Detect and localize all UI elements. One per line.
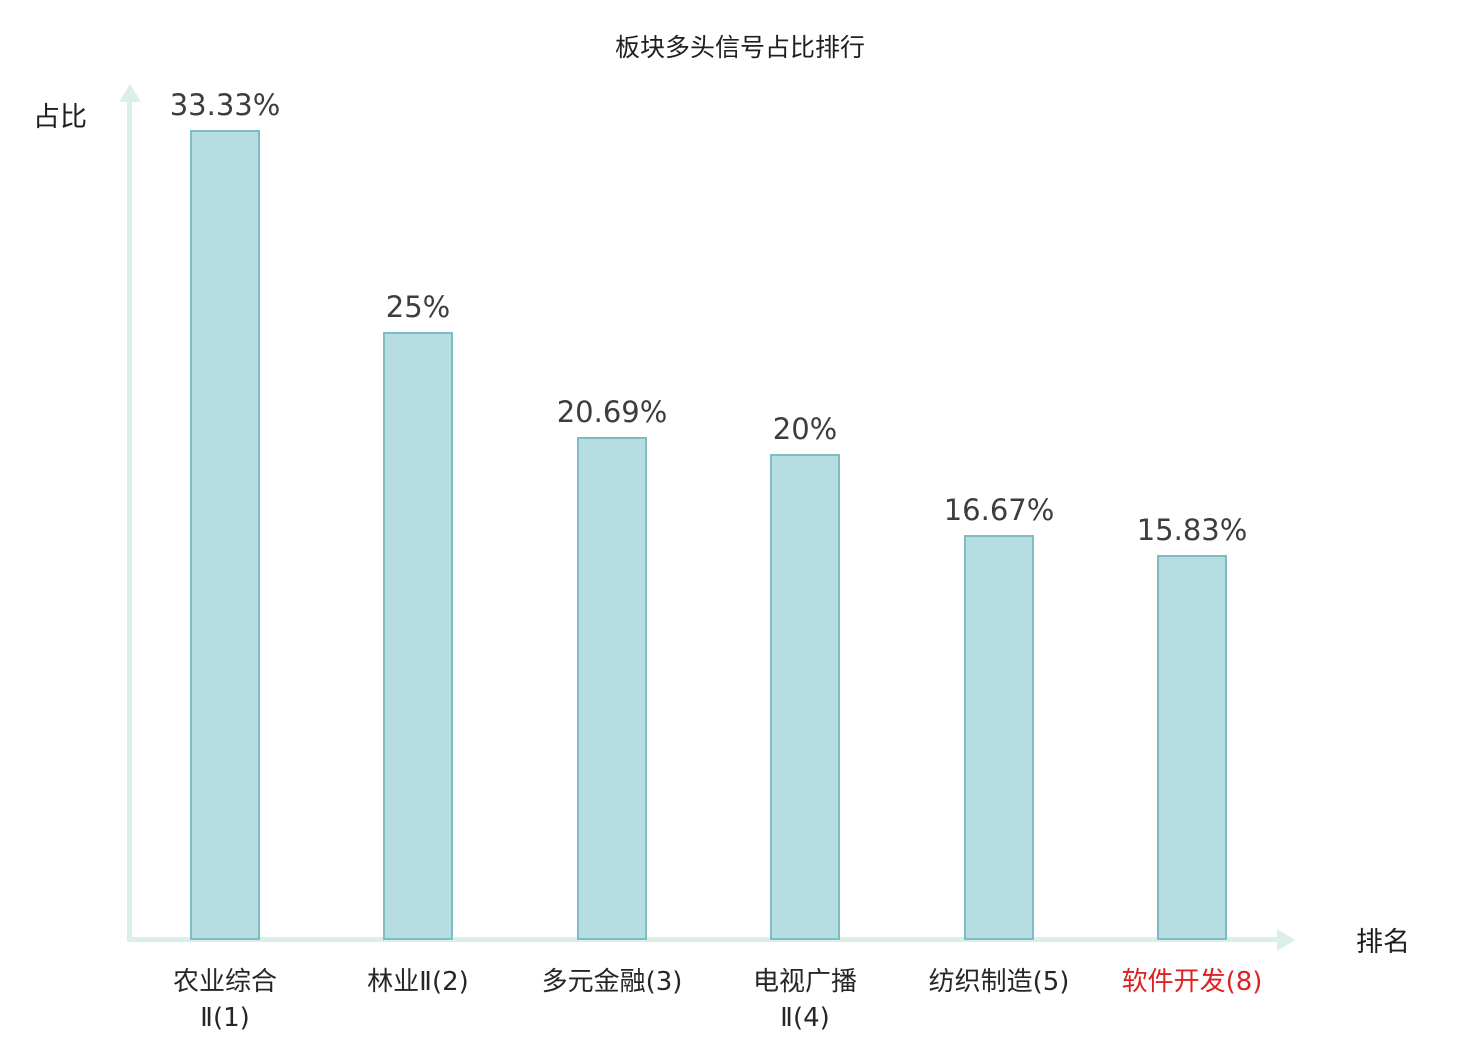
y-axis-arrow-icon: [118, 84, 141, 102]
bar: [577, 437, 647, 940]
y-axis-line: [127, 100, 132, 942]
bar-group: 33.33% 农业综合 Ⅱ(1): [170, 88, 281, 1033]
bar-value-label: 15.83%: [1136, 513, 1248, 547]
chart-title: 板块多头信号占比排行: [614, 33, 865, 62]
bar: [964, 535, 1034, 940]
bar-category-label: 软件开发(8): [1121, 967, 1263, 997]
bar-group: 20% 电视广播 Ⅱ(4): [753, 412, 857, 1033]
bar-group: 25% 林业Ⅱ(2): [367, 290, 469, 997]
bar-group: 15.83% 软件开发(8): [1122, 513, 1263, 997]
bar-value-label: 20.69%: [556, 395, 668, 429]
bar-value-label: 25%: [385, 290, 451, 324]
bar: [1157, 555, 1227, 940]
bar: [770, 454, 840, 940]
bar-category-label: 电视广播 Ⅱ(4): [752, 967, 858, 1034]
bar-category-label: 林业Ⅱ(2): [367, 967, 469, 997]
y-axis-title: 占比: [33, 102, 87, 133]
x-axis-line: [127, 937, 1277, 942]
bar-group: 20.69% 多元金融(3): [542, 395, 683, 997]
bar-group: 16.67% 纺织制造(5): [929, 493, 1070, 997]
bar-value-label: 16.67%: [943, 493, 1055, 527]
bar-value-label: 20%: [772, 412, 838, 446]
bar: [383, 332, 453, 940]
bar-category-label: 多元金融(3): [541, 967, 683, 997]
x-axis-title: 排名: [1356, 927, 1410, 958]
bar-category-label: 农业综合 Ⅱ(1): [172, 967, 278, 1034]
bar-value-label: 33.33%: [169, 88, 281, 122]
x-axis-arrow-icon: [1277, 928, 1295, 951]
bar: [190, 130, 260, 940]
bar-category-label: 纺织制造(5): [928, 967, 1070, 997]
